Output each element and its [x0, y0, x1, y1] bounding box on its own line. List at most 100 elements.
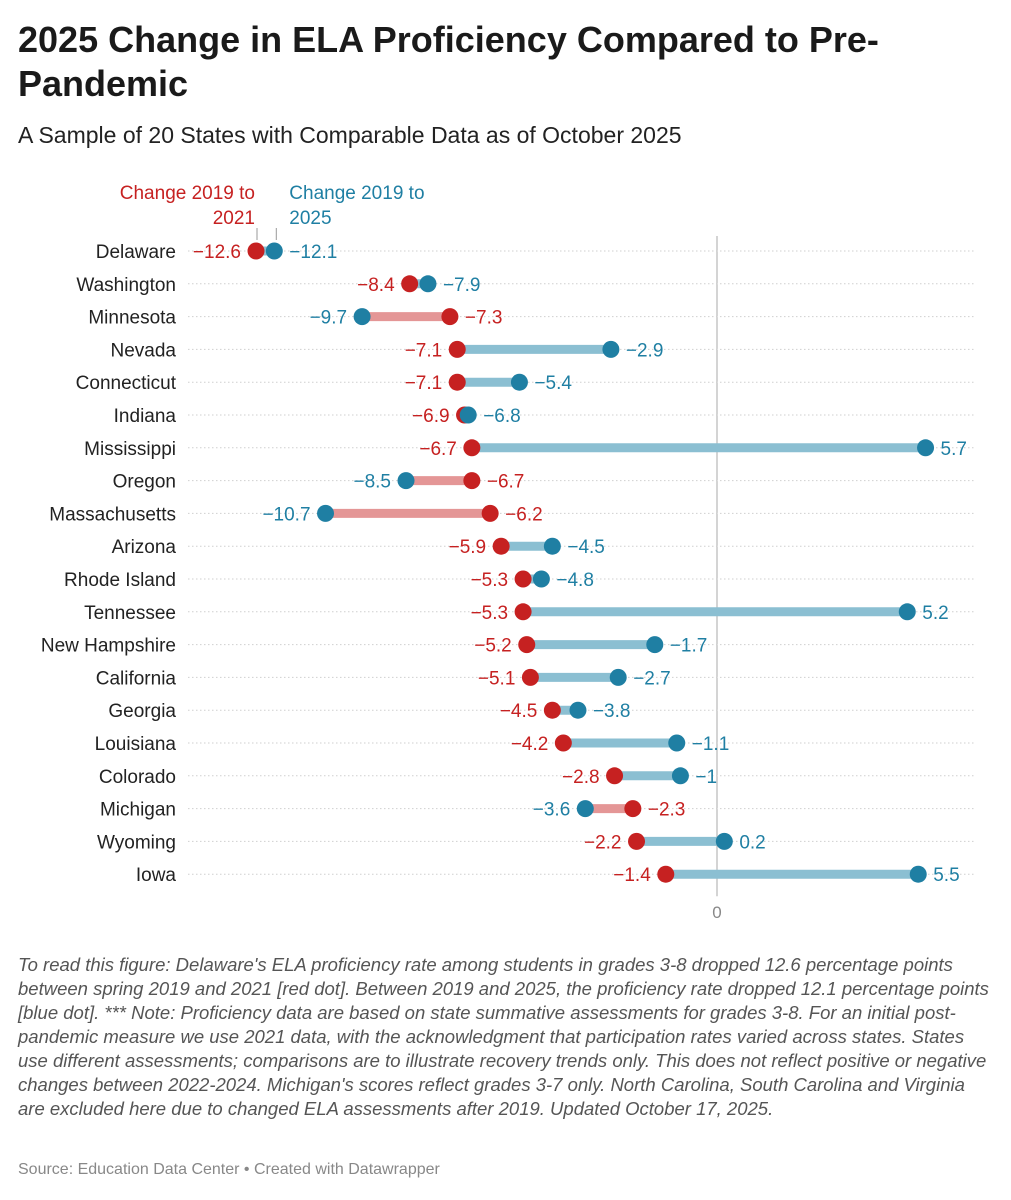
dot-2021: [401, 275, 419, 293]
value-label-2021: −4.5: [500, 701, 538, 722]
dot-2025: [569, 701, 587, 719]
dot-2025: [459, 406, 477, 424]
value-label-2025: 5.7: [941, 439, 967, 460]
dot-2021: [521, 668, 539, 686]
dot-2025: [317, 504, 335, 522]
value-label-2021: −6.9: [412, 406, 450, 427]
source-credit[interactable]: Created with Datawrapper: [253, 1161, 440, 1178]
dot-2025: [353, 308, 371, 326]
dot-2025: [715, 832, 733, 850]
dot-2021: [624, 800, 642, 818]
dot-2021: [657, 865, 675, 883]
value-label-2025: −9.7: [310, 308, 348, 329]
dot-2021: [514, 570, 532, 588]
dot-2021: [628, 832, 646, 850]
dot-2025: [397, 472, 415, 490]
source-separator: •: [243, 1161, 250, 1178]
source-label: Source: Education Data Center: [18, 1161, 240, 1178]
x-tick-label: 0: [712, 903, 721, 922]
dot-2025: [532, 570, 550, 588]
value-label-2021: −6.7: [487, 472, 525, 493]
value-label-2025: −2.7: [633, 668, 671, 689]
dot-2025: [668, 734, 686, 752]
value-label-2021: −5.1: [478, 668, 516, 689]
dot-2021: [518, 636, 536, 654]
state-label: Connecticut: [76, 373, 177, 394]
state-label: New Hampshire: [41, 636, 176, 657]
value-label-2021: −5.3: [471, 603, 509, 624]
value-label-2021: −4.2: [511, 734, 549, 755]
dot-2025: [419, 275, 437, 293]
state-label: Minnesota: [88, 308, 176, 329]
chart-title: 2025 Change in ELA Proficiency Compared …: [18, 19, 879, 104]
state-label: Oregon: [113, 472, 176, 493]
dot-2021: [463, 472, 481, 490]
dot-2025: [543, 537, 561, 555]
value-label-2021: −2.2: [584, 832, 622, 853]
state-label: Rhode Island: [64, 570, 176, 591]
dot-2025: [510, 373, 528, 391]
value-label-2025: −12.1: [289, 242, 337, 263]
value-label-2025: −5.4: [534, 373, 572, 394]
state-label: Delaware: [96, 242, 176, 263]
dot-2025: [898, 603, 916, 621]
dumbbell-chart: 0 Change 2019 to 2021 Change 2019 to 2025 Del…: [41, 183, 975, 922]
dot-2021: [441, 308, 459, 326]
state-label: Indiana: [114, 406, 177, 427]
value-label-2021: −5.9: [449, 537, 487, 558]
value-label-2025: −4.5: [567, 537, 605, 558]
dot-2021: [514, 603, 532, 621]
value-label-2021: −7.1: [405, 340, 443, 361]
value-label-2021: −1.4: [613, 865, 651, 886]
state-label: Colorado: [99, 767, 176, 788]
dot-2021: [543, 701, 561, 719]
state-label: California: [96, 668, 177, 689]
state-label: Nevada: [111, 340, 177, 361]
state-label: Georgia: [108, 701, 176, 722]
value-label-2025: 0.2: [739, 832, 765, 853]
dot-2025: [576, 800, 594, 818]
dot-2021: [247, 242, 265, 260]
dot-2025: [909, 865, 927, 883]
value-label-2021: −6.7: [419, 439, 457, 460]
value-label-2021: −5.2: [474, 636, 512, 657]
state-label: Wyoming: [97, 832, 176, 853]
value-label-2025: −8.5: [353, 472, 391, 493]
value-label-2021: −7.1: [405, 373, 443, 394]
state-label: Iowa: [136, 865, 177, 886]
value-label-2025: −10.7: [262, 504, 310, 525]
dot-2025: [671, 767, 689, 785]
value-label-2025: −2.9: [626, 340, 664, 361]
dot-2025: [646, 636, 664, 654]
state-label: Michigan: [100, 800, 176, 821]
value-label-2025: −6.8: [483, 406, 521, 427]
value-label-2021: −2.3: [648, 800, 686, 821]
state-label: Tennessee: [84, 603, 176, 624]
dot-2021: [606, 767, 624, 785]
dot-2025: [602, 340, 620, 358]
value-label-2025: 5.5: [933, 865, 959, 886]
legend-label-2025: Change 2019 to: [289, 183, 424, 204]
chart-notes: To read this figure: Delaware's ELA prof…: [18, 954, 989, 1119]
dot-2021: [448, 340, 466, 358]
dot-2025: [265, 242, 283, 260]
state-label: Mississippi: [84, 439, 176, 460]
value-label-2021: −7.3: [465, 308, 503, 329]
value-label-2021: −12.6: [193, 242, 241, 263]
value-label-2025: 5.2: [922, 603, 948, 624]
legend-label-2021: Change 2019 to: [120, 183, 255, 204]
dot-2021: [463, 439, 481, 457]
dot-2021: [554, 734, 572, 752]
dot-2025: [917, 439, 935, 457]
value-label-2021: −6.2: [505, 504, 543, 525]
state-label: Arizona: [112, 537, 177, 558]
value-label-2025: −1: [695, 767, 717, 788]
legend-label-2025: 2025: [289, 208, 331, 229]
legend-label-2021: 2021: [213, 208, 255, 229]
value-label-2021: −5.3: [471, 570, 509, 591]
state-label: Massachusetts: [49, 504, 176, 525]
source-line: Source: Education Data Center • Created …: [18, 1161, 440, 1179]
value-label-2021: −2.8: [562, 767, 600, 788]
value-label-2025: −4.8: [556, 570, 594, 591]
value-label-2025: −1.7: [670, 636, 708, 657]
